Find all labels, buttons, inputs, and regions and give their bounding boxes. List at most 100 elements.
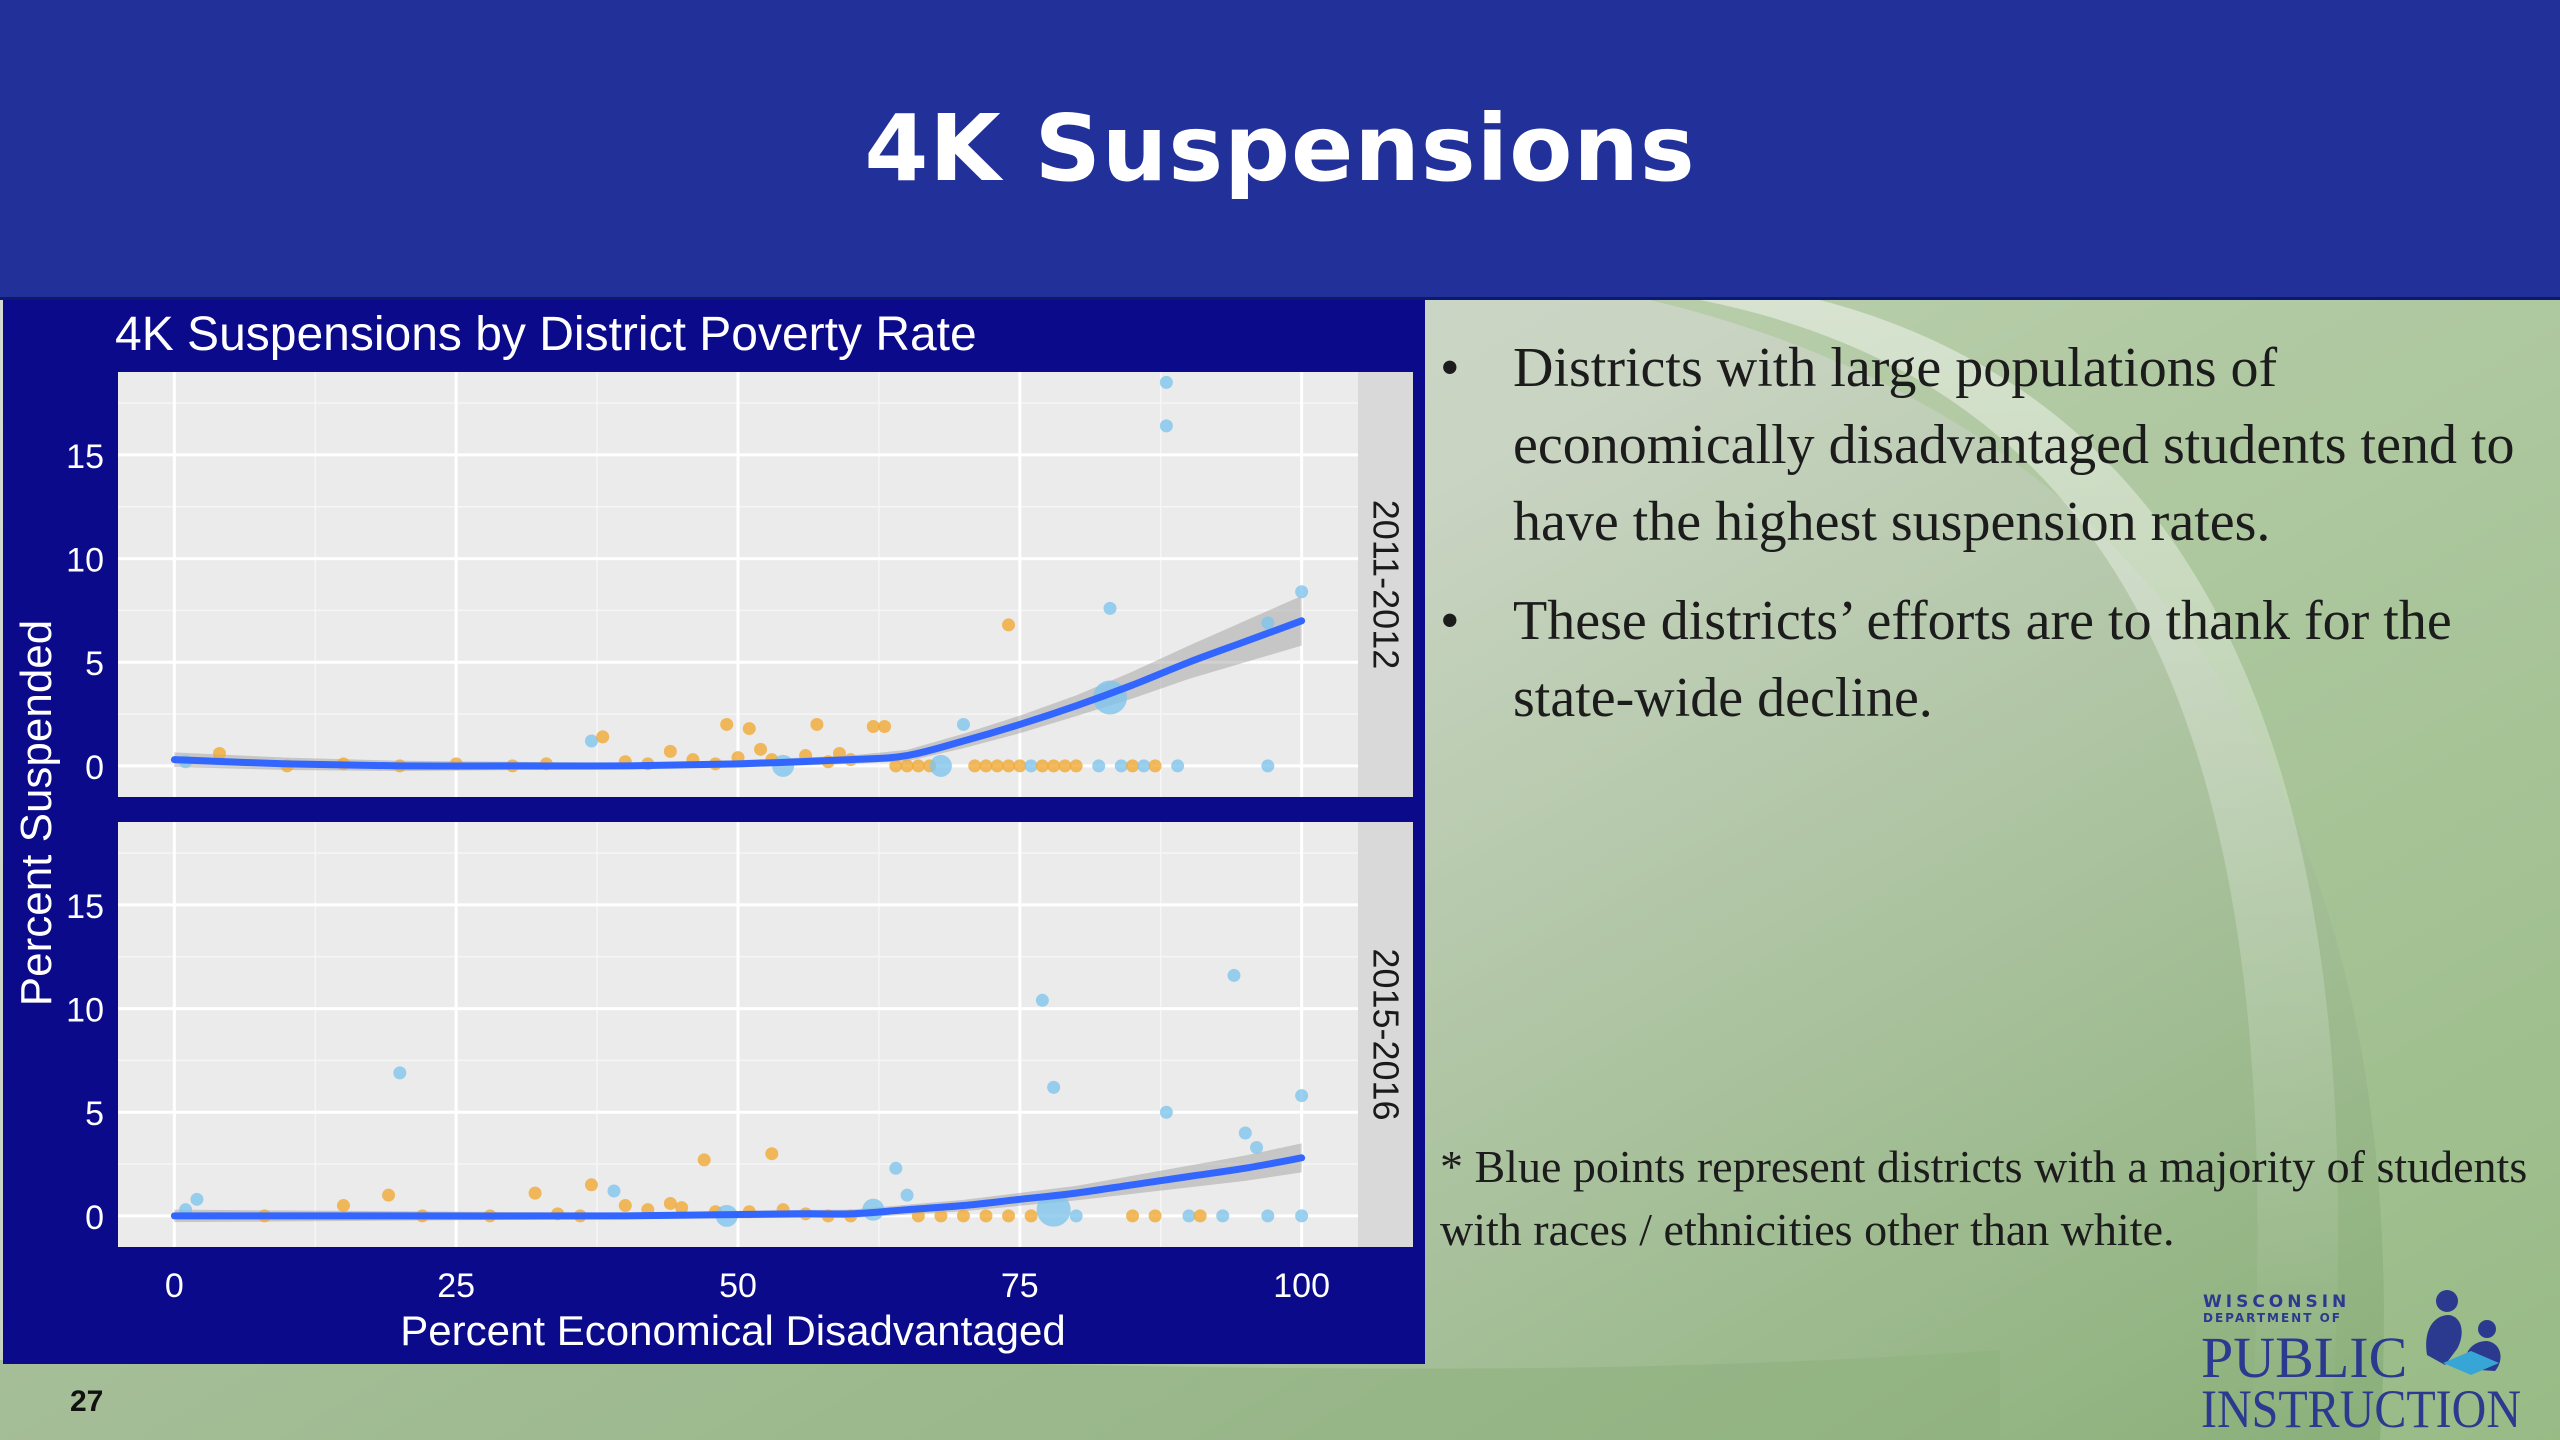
data-point-majority-nonwhite	[1035, 993, 1049, 1007]
data-point-majority-nonwhite	[1216, 1209, 1230, 1223]
x-tick-label: 75	[1001, 1267, 1039, 1305]
data-point-majority-white	[900, 759, 914, 773]
data-point-majority-nonwhite	[1182, 1209, 1196, 1223]
x-tick-label: 0	[165, 1267, 184, 1305]
data-point-majority-white	[1013, 759, 1027, 773]
data-point-majority-nonwhite	[190, 1192, 204, 1206]
data-point-majority-nonwhite	[889, 1161, 903, 1175]
x-tick-label: 25	[437, 1267, 475, 1305]
data-point-majority-white	[1058, 759, 1072, 773]
y-tick-label: 5	[85, 1095, 104, 1133]
data-point-majority-nonwhite	[1250, 1140, 1264, 1154]
data-point-majority-nonwhite	[1159, 419, 1173, 433]
bullet-item: • These districts’ efforts are to thank …	[1440, 583, 2550, 737]
data-point-majority-nonwhite	[393, 1066, 407, 1080]
data-point-majority-white	[697, 1153, 711, 1167]
data-point-majority-white	[1069, 759, 1083, 773]
data-point-majority-white	[1002, 618, 1016, 632]
facet-label: 2015-2016	[1366, 948, 1407, 1120]
chart-title: 4K Suspensions by District Poverty Rate	[115, 308, 977, 361]
y-tick-label: 15	[66, 438, 104, 476]
data-point-majority-white	[1002, 759, 1016, 773]
data-point-majority-nonwhite	[1092, 759, 1106, 773]
title-bar: 4K Suspensions	[0, 0, 2560, 300]
data-point-majority-white	[1002, 1209, 1016, 1223]
trend-line	[170, 617, 1306, 770]
data-point-majority-nonwhite	[1261, 1209, 1275, 1223]
facet-strip	[1358, 372, 1413, 797]
trend-line	[170, 1154, 1306, 1220]
data-point-majority-white	[990, 759, 1004, 773]
facet-panel: 2015-2016 0 5 10 15	[66, 822, 1413, 1247]
bullet-dot: •	[1440, 590, 1460, 652]
data-point-majority-white	[1148, 1209, 1162, 1223]
page-number: 27	[70, 1385, 104, 1418]
y-tick-label: 0	[85, 1199, 104, 1237]
scatter-chart: 4K Suspensions by District Poverty Rate …	[3, 300, 1425, 1364]
facet-strip	[1358, 822, 1413, 1247]
data-point-majority-white	[934, 1209, 948, 1223]
data-point-majority-white	[1024, 1209, 1038, 1223]
data-point-majority-white	[663, 744, 677, 758]
data-point-majority-nonwhite	[1069, 1209, 1083, 1223]
data-point-majority-nonwhite	[1159, 1105, 1173, 1119]
logo-line-public: PUBLIC	[2201, 1325, 2407, 1390]
data-point-majority-nonwhite	[929, 754, 952, 777]
data-point-majority-nonwhite	[1114, 759, 1128, 773]
data-point-majority-nonwhite	[900, 1188, 914, 1202]
data-point-majority-white	[1148, 759, 1162, 773]
data-point-majority-nonwhite	[1159, 375, 1173, 389]
bullet-dot: •	[1440, 337, 1460, 399]
slide-title: 4K Suspensions	[864, 95, 1696, 202]
data-point-majority-nonwhite	[1227, 968, 1241, 982]
data-point-majority-nonwhite	[1171, 759, 1185, 773]
data-point-majority-white	[596, 730, 610, 744]
data-point-majority-nonwhite	[1261, 759, 1275, 773]
data-point-majority-white	[911, 759, 925, 773]
y-tick-label: 10	[66, 542, 104, 580]
data-point-majority-white	[979, 759, 993, 773]
facet-label: 2011-2012	[1366, 500, 1407, 670]
data-point-majority-white	[336, 1199, 350, 1213]
data-point-majority-white	[618, 1199, 632, 1213]
y-tick-label: 15	[66, 888, 104, 926]
data-point-majority-nonwhite	[956, 717, 970, 731]
data-point-majority-nonwhite	[1261, 616, 1275, 630]
logo-line-wisconsin: WISCONSIN	[2203, 1292, 2350, 1312]
bullet-item: • Districts with large populations of ec…	[1440, 330, 2550, 561]
data-point-majority-nonwhite	[584, 734, 598, 748]
data-point-majority-white	[878, 720, 892, 734]
logo-line-department: DEPARTMENT OF	[2203, 1311, 2342, 1325]
data-point-majority-nonwhite	[1295, 1209, 1309, 1223]
bullet-list: • Districts with large populations of ec…	[1440, 330, 2550, 759]
data-point-majority-white	[968, 759, 982, 773]
data-point-majority-nonwhite	[607, 1184, 621, 1198]
data-point-majority-white	[1193, 1209, 1207, 1223]
y-tick-label: 0	[85, 749, 104, 787]
data-point-majority-white	[765, 1147, 779, 1161]
bullet-text: Districts with large populations of econ…	[1513, 337, 2515, 553]
data-point-majority-white	[663, 1196, 677, 1210]
x-axis-label: Percent Economical Disadvantaged	[400, 1307, 1065, 1354]
bullet-text: These districts’ efforts are to thank fo…	[1513, 590, 2452, 729]
data-point-majority-white	[979, 1209, 993, 1223]
data-point-majority-nonwhite	[1238, 1126, 1252, 1140]
data-point-majority-white	[382, 1188, 396, 1202]
footnote: * Blue points represent districts with a…	[1440, 1141, 2528, 1255]
data-point-majority-nonwhite	[1036, 1192, 1071, 1227]
facet-panel: 2011-2012 0 5 10 15	[66, 372, 1413, 797]
logo-line-instruction: INSTRUCTION	[2201, 1379, 2521, 1435]
y-tick-label: 5	[85, 645, 104, 683]
data-point-majority-nonwhite	[1103, 601, 1117, 615]
data-point-majority-white	[810, 717, 824, 731]
data-point-majority-nonwhite	[1295, 585, 1309, 599]
data-point-majority-white	[889, 759, 903, 773]
data-point-majority-nonwhite	[1047, 1080, 1061, 1094]
data-point-majority-white	[754, 742, 768, 756]
data-point-majority-white	[675, 1201, 689, 1215]
y-axis-label: Percent Suspended	[12, 620, 61, 1007]
data-point-majority-white	[1126, 759, 1140, 773]
data-point-majority-white	[1035, 759, 1049, 773]
x-tick-labels: 0 25 50 75 100	[165, 1267, 1330, 1305]
data-point-majority-white	[528, 1186, 542, 1200]
